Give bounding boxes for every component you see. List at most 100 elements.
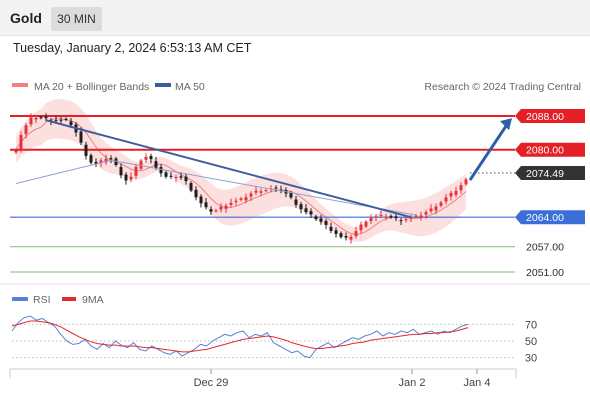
candle (194, 186, 198, 201)
candle (329, 222, 333, 234)
level-labels: 2088.00 2080.00 2074.49 2064.00 2057.00 2051.… (515, 109, 585, 279)
candle (449, 190, 453, 201)
svg-text:2074.49: 2074.49 (526, 168, 564, 180)
ma50-legend-swatch (155, 83, 171, 87)
candle (214, 208, 218, 213)
candle (184, 173, 188, 185)
candle (349, 234, 353, 244)
instrument-title: Gold (10, 10, 42, 26)
candle (354, 226, 358, 239)
candle (324, 218, 328, 230)
target-arrow (468, 122, 510, 181)
candle (124, 172, 128, 185)
ma50-line (15, 159, 417, 216)
candle (24, 123, 28, 139)
level-label-resistance: 2088.00 (515, 109, 585, 123)
trendline (45, 119, 412, 219)
candle (254, 186, 258, 196)
candle (129, 172, 133, 182)
candle (34, 115, 38, 123)
candle (44, 113, 48, 122)
candle (119, 163, 123, 179)
candle (219, 203, 223, 213)
copyright-text: Research © 2024 Trading Central (424, 81, 581, 93)
ma50-legend-label: MA 50 (175, 81, 205, 93)
candle (19, 131, 23, 153)
rsi-legend-swatch (12, 297, 28, 301)
candle (454, 186, 458, 198)
timeframe-button[interactable]: 30 MIN (51, 7, 102, 31)
candle (59, 116, 63, 124)
candle (439, 200, 443, 208)
candle (174, 174, 178, 183)
candle (379, 210, 383, 218)
candle (434, 203, 438, 215)
candle (464, 177, 468, 186)
candle (229, 198, 233, 208)
level-label-support: 2064.00 (515, 210, 585, 225)
level-label-target: 2057.00 (526, 242, 564, 254)
candle (364, 219, 368, 229)
title-bar: Gold 30 MIN (0, 0, 590, 36)
candle (444, 193, 448, 205)
x-tick-label: Dec 29 (194, 377, 229, 389)
candle (309, 208, 313, 218)
x-tick-label: Jan 4 (464, 377, 491, 389)
candle (304, 204, 308, 215)
candle (94, 158, 98, 168)
rsi-ma-line (11, 320, 469, 353)
candle (154, 156, 158, 171)
timestamp: Tuesday, January 2, 2024 6:53:13 AM CET (13, 41, 252, 55)
candle (224, 203, 228, 214)
candle (419, 211, 423, 221)
candle (199, 194, 203, 208)
candle (369, 214, 373, 224)
candle (344, 232, 348, 241)
rsi-legend-label: RSI (33, 294, 51, 306)
candle (114, 156, 118, 167)
bollinger-band-fill (16, 99, 466, 243)
candle (104, 154, 108, 165)
rsi-panel: 70 50 30 (11, 315, 537, 365)
level-label-target: 2051.00 (526, 267, 564, 279)
candle (264, 188, 268, 193)
candle (109, 155, 113, 164)
candle (249, 191, 253, 201)
candle (409, 214, 413, 223)
candle (429, 204, 433, 214)
candle (64, 117, 68, 122)
candle (169, 172, 173, 179)
candle (134, 163, 138, 180)
candle (384, 213, 388, 221)
candle (14, 148, 18, 155)
candle (294, 195, 298, 208)
rsi-line (11, 315, 469, 359)
x-tick-label: Jan 2 (399, 377, 426, 389)
candle (424, 209, 428, 219)
candle (314, 214, 318, 221)
svg-text:2088.00: 2088.00 (526, 111, 564, 123)
level-label-current: 2074.49 (515, 165, 585, 180)
candle (239, 196, 243, 202)
candle (274, 185, 278, 193)
bollinger-bands (15, 99, 467, 243)
candle (144, 153, 148, 163)
candle (259, 188, 263, 197)
candle (29, 113, 33, 127)
candle (149, 153, 153, 164)
candle (299, 201, 303, 214)
price-levels (10, 115, 515, 273)
candle (244, 193, 248, 204)
candle (459, 182, 463, 194)
ma20-legend-label: MA 20 + Bollinger Bands (34, 81, 149, 93)
candle (374, 214, 378, 222)
overlays (15, 118, 512, 219)
candle (204, 198, 208, 210)
ma20-legend-swatch (12, 83, 28, 87)
candle (89, 153, 93, 165)
candle (339, 231, 343, 239)
candle (319, 214, 323, 225)
candle (389, 214, 393, 219)
level-label-resistance: 2080.00 (515, 142, 585, 157)
